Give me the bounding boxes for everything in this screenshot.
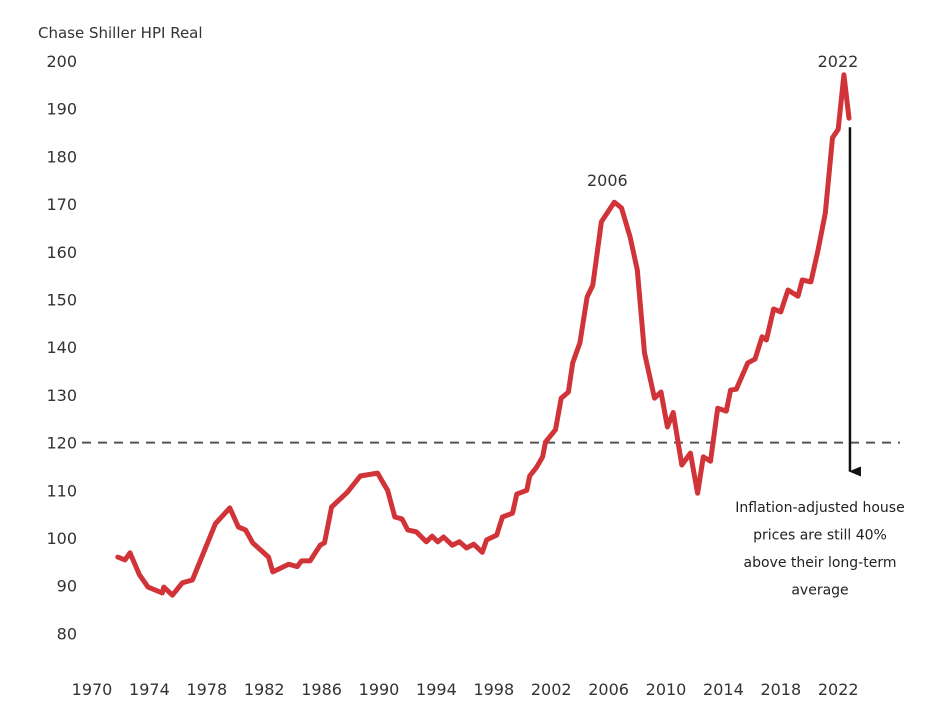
x-tick-label: 2014 <box>703 680 744 699</box>
y-tick-label: 200 <box>46 52 77 71</box>
y-tick-label: 110 <box>46 481 77 500</box>
peak-2022-label: 2022 <box>818 52 859 71</box>
x-tick-label: 1982 <box>244 680 285 699</box>
x-tick-label: 2006 <box>588 680 629 699</box>
inflation-note-line: above their long-term <box>744 555 897 571</box>
y-tick-label: 90 <box>57 577 77 596</box>
y-axis-title: Chase Shiller HPI Real <box>38 24 203 42</box>
inflation-note-line: prices are still 40% <box>753 528 887 544</box>
x-tick-label: 1978 <box>186 680 227 699</box>
y-tick-label: 180 <box>46 147 77 166</box>
hpi-series-line <box>115 72 852 598</box>
y-tick-label: 130 <box>46 386 77 405</box>
x-tick-label: 1986 <box>301 680 342 699</box>
y-tick-label: 120 <box>46 434 77 453</box>
x-tick-label: 1974 <box>129 680 170 699</box>
inflation-note-line: Inflation-adjusted house <box>735 500 904 516</box>
y-tick-label: 170 <box>46 195 77 214</box>
x-tick-label: 2010 <box>646 680 687 699</box>
inflation-note: Inflation-adjusted house prices are still… <box>735 500 904 599</box>
y-tick-label: 140 <box>46 338 77 357</box>
inflation-note-line: average <box>791 583 848 599</box>
y-axis-ticks: 200 190 180 170 160 150 140 130 120 110 100 90 80 <box>46 52 77 643</box>
y-tick-label: 160 <box>46 243 77 262</box>
x-tick-label: 1990 <box>359 680 400 699</box>
y-tick-label: 190 <box>46 100 77 119</box>
y-tick-label: 80 <box>57 624 77 643</box>
x-axis-ticks: 1970 1974 1978 1982 1986 1990 1994 1998 2002 2006… <box>72 680 859 699</box>
x-tick-label: 1998 <box>473 680 514 699</box>
y-tick-label: 100 <box>46 529 77 548</box>
x-tick-label: 2022 <box>818 680 859 699</box>
x-tick-label: 1994 <box>416 680 457 699</box>
y-tick-label: 150 <box>46 291 77 310</box>
x-tick-label: 2018 <box>760 680 801 699</box>
x-tick-label: 2002 <box>531 680 572 699</box>
x-tick-label: 1970 <box>72 680 113 699</box>
peak-2006-label: 2006 <box>587 171 628 190</box>
